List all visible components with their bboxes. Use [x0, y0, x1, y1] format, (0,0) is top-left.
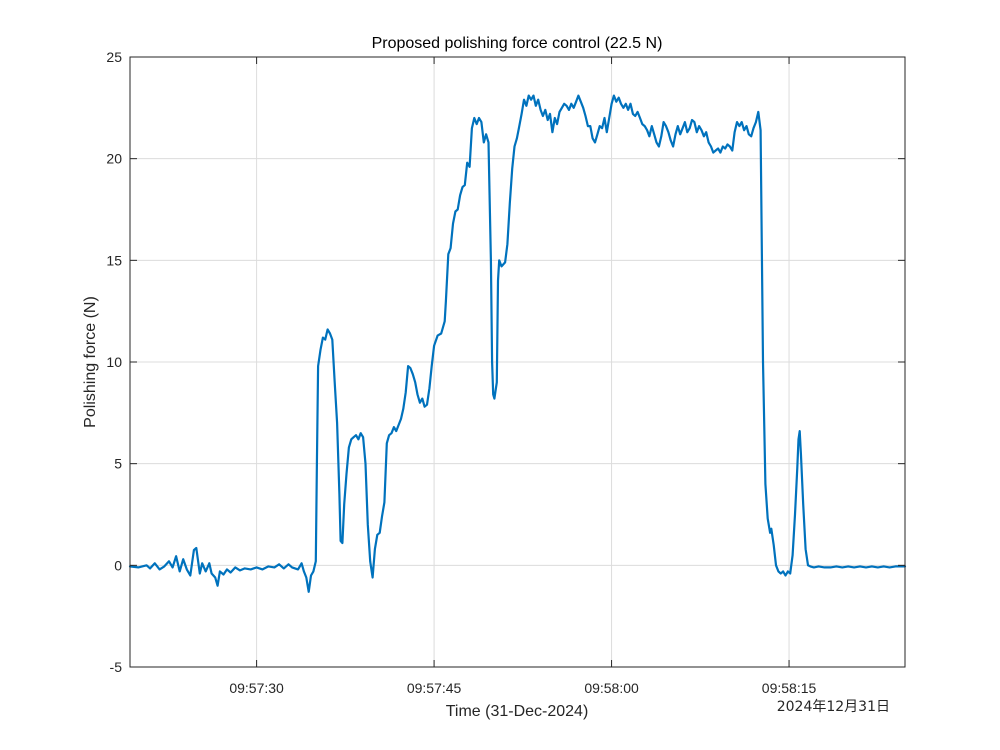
tick-marks [130, 56, 905, 668]
y-tick-label: 5 [114, 456, 122, 472]
series-line-polishing-force [128, 94, 907, 593]
x-tick-label: 09:57:45 [407, 680, 462, 696]
series-layer [128, 94, 907, 593]
y-tick-label: 25 [106, 49, 122, 65]
x-tick-labels: 09:57:30 09:57:45 09:58:00 09:58:15 [229, 680, 816, 696]
y-tick-label: 15 [106, 252, 122, 268]
x-tick-label: 09:58:15 [762, 680, 817, 696]
y-tick-label: 10 [106, 354, 122, 370]
date-stamp: 2024年12月31日 [777, 699, 890, 715]
y-tick-labels: -5 0 5 10 15 20 25 [106, 49, 122, 675]
x-axis-title: Time (31-Dec-2024) [446, 703, 589, 720]
chart-title: Proposed polishing force control (22.5 N… [372, 35, 663, 52]
y-tick-label: -5 [110, 659, 123, 675]
y-tick-label: 0 [114, 557, 122, 573]
y-axis-title: Polishing force (N) [82, 296, 99, 428]
x-tick-label: 09:58:00 [584, 680, 639, 696]
y-tick-label: 20 [106, 151, 122, 167]
x-tick-label: 09:57:30 [229, 680, 284, 696]
